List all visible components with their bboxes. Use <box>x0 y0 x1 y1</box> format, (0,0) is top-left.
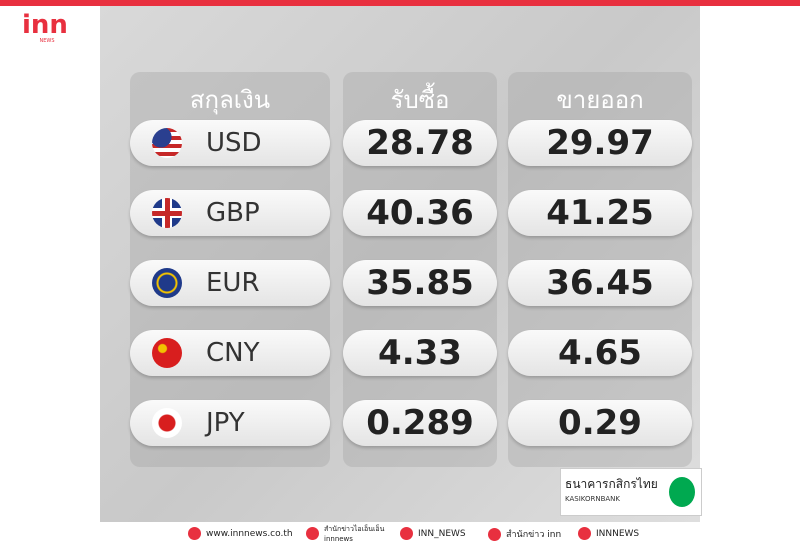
tiktok: INN_NEWS <box>418 528 466 539</box>
sell-rate: 0.29 <box>508 400 692 446</box>
buy-rate: 4.33 <box>343 330 497 376</box>
footer-item: www.innnews.co.th <box>188 527 293 540</box>
buy-rate: 35.85 <box>343 260 497 306</box>
footer-item: INN_NEWS <box>400 527 466 540</box>
footer: www.innnews.co.th สำนักข่าวไอเอ็นเอ็น inn… <box>0 522 800 546</box>
twitter: สำนักข่าว inn <box>506 530 562 540</box>
sell-rate: 4.65 <box>508 330 692 376</box>
currency-code: EUR <box>206 268 260 298</box>
buy-rate: 28.78 <box>343 120 497 166</box>
youtube: INNNEWS <box>596 528 640 539</box>
currency-cell: JPY <box>130 400 330 446</box>
buy-rate: 0.289 <box>343 400 497 446</box>
buy-rate: 40.36 <box>343 190 497 236</box>
currency-code: USD <box>206 128 262 158</box>
currency-cell: EUR <box>130 260 330 306</box>
currency-code: JPY <box>206 408 245 438</box>
bank-logo: ธนาคารกสิกรไทย KASIKORNBANK <box>560 468 702 516</box>
currency-code: CNY <box>206 338 260 368</box>
currency-cell: USD <box>130 120 330 166</box>
footer-item: INNNEWS <box>578 527 639 540</box>
column-header: สกุลเงิน <box>189 86 271 114</box>
logo-sub: NEWS <box>39 38 55 44</box>
sell-rate: 29.97 <box>508 120 692 166</box>
sell-rate: 41.25 <box>508 190 692 236</box>
currency-code: GBP <box>206 198 260 228</box>
flag-icon <box>152 408 182 438</box>
logo-text: inn <box>22 10 68 40</box>
flag-icon <box>152 338 182 368</box>
currency-cell: CNY <box>130 330 330 376</box>
facebook-sub: innnews <box>324 535 353 543</box>
facebook: สำนักข่าวไอเอ็นเอ็น <box>324 525 385 533</box>
column-header: ขายออก <box>556 86 644 114</box>
top-bar <box>0 0 800 6</box>
column-header: รับซื้อ <box>390 86 450 114</box>
sell-rate: 36.45 <box>508 260 692 306</box>
bank-name-en: KASIKORNBANK <box>565 495 620 503</box>
flag-icon <box>152 268 182 298</box>
currency-cell: GBP <box>130 190 330 236</box>
logo: inn NEWS <box>22 12 72 44</box>
bank-icon <box>669 477 695 507</box>
website: www.innnews.co.th <box>206 528 293 539</box>
bank-name-th: ธนาคารกสิกรไทย <box>565 477 658 491</box>
flag-icon <box>152 198 182 228</box>
footer-item: สำนักข่าวไอเอ็นเอ็น innnews <box>306 524 384 543</box>
flag-icon <box>152 128 182 158</box>
footer-item: สำนักข่าว inn <box>488 527 561 541</box>
